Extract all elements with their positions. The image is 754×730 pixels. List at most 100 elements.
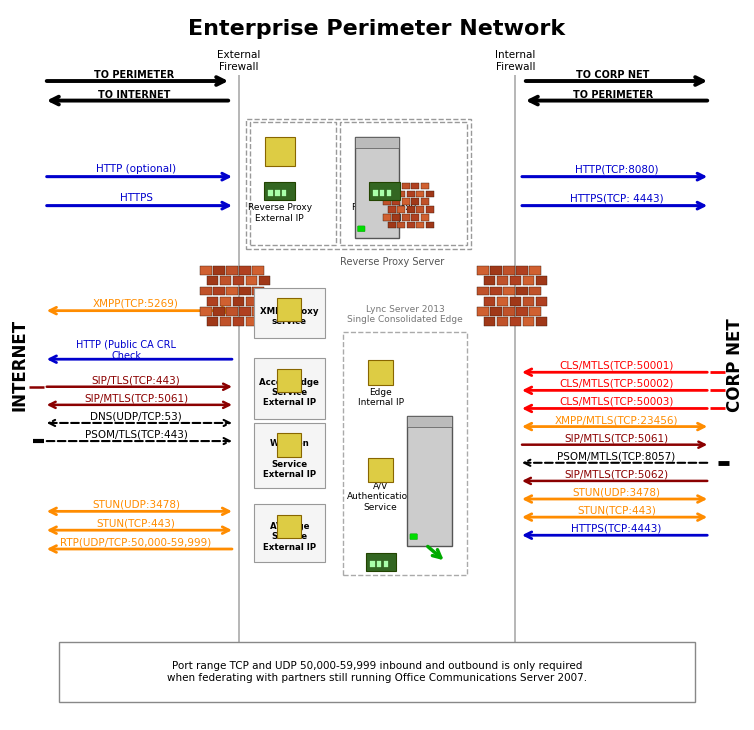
FancyBboxPatch shape (421, 182, 429, 189)
Text: AV Edge
Service
External IP: AV Edge Service External IP (263, 522, 316, 552)
FancyBboxPatch shape (523, 318, 534, 326)
FancyBboxPatch shape (207, 297, 219, 306)
FancyBboxPatch shape (226, 266, 238, 275)
FancyBboxPatch shape (516, 266, 528, 275)
FancyBboxPatch shape (253, 287, 264, 296)
FancyBboxPatch shape (393, 182, 400, 189)
Text: SIP/MTLS(TCP:5061): SIP/MTLS(TCP:5061) (84, 393, 188, 403)
FancyBboxPatch shape (484, 277, 495, 285)
Text: SIP/MTLS(TCP:5062): SIP/MTLS(TCP:5062) (565, 469, 669, 480)
FancyBboxPatch shape (497, 318, 508, 326)
FancyBboxPatch shape (402, 199, 410, 205)
FancyBboxPatch shape (259, 318, 270, 326)
FancyBboxPatch shape (503, 266, 515, 275)
FancyBboxPatch shape (412, 199, 419, 205)
Text: Reverse Proxy
External IP: Reverse Proxy External IP (247, 203, 311, 223)
FancyBboxPatch shape (490, 307, 501, 316)
FancyBboxPatch shape (402, 182, 410, 189)
FancyBboxPatch shape (220, 318, 231, 326)
FancyBboxPatch shape (426, 191, 434, 197)
FancyBboxPatch shape (259, 277, 270, 285)
FancyBboxPatch shape (213, 307, 225, 316)
Text: INTERNET: INTERNET (11, 319, 28, 411)
FancyBboxPatch shape (253, 307, 264, 316)
FancyBboxPatch shape (412, 214, 419, 220)
FancyBboxPatch shape (383, 199, 391, 205)
FancyBboxPatch shape (393, 199, 400, 205)
FancyBboxPatch shape (406, 191, 415, 197)
Text: PSOM/MTLS(TCP:8057): PSOM/MTLS(TCP:8057) (557, 451, 676, 461)
FancyBboxPatch shape (387, 191, 391, 196)
Text: TO INTERNET: TO INTERNET (97, 90, 170, 100)
FancyBboxPatch shape (477, 287, 489, 296)
Text: Port range TCP and UDP 50,000-59,999 inbound and outbound is only required
when : Port range TCP and UDP 50,000-59,999 inb… (167, 661, 587, 683)
FancyBboxPatch shape (426, 207, 434, 212)
FancyBboxPatch shape (246, 297, 257, 306)
Text: Reverse Proxy Server: Reverse Proxy Server (340, 257, 444, 267)
Text: HTTP(TCP:8080): HTTP(TCP:8080) (575, 164, 658, 174)
FancyBboxPatch shape (406, 207, 415, 212)
Text: WebCon
Edge
Service
External IP: WebCon Edge Service External IP (263, 439, 316, 480)
FancyBboxPatch shape (383, 214, 391, 220)
Text: STUN(TCP:443): STUN(TCP:443) (97, 518, 176, 529)
FancyBboxPatch shape (484, 297, 495, 306)
FancyBboxPatch shape (254, 288, 325, 338)
FancyBboxPatch shape (277, 434, 302, 457)
FancyBboxPatch shape (354, 137, 400, 147)
FancyBboxPatch shape (264, 182, 296, 200)
Text: HTTPS: HTTPS (119, 193, 152, 204)
FancyBboxPatch shape (380, 191, 385, 196)
FancyBboxPatch shape (397, 222, 405, 228)
FancyBboxPatch shape (220, 277, 231, 285)
Text: XMPP(TCP:5269): XMPP(TCP:5269) (93, 299, 179, 308)
FancyBboxPatch shape (490, 266, 501, 275)
Text: HTTP (optional): HTTP (optional) (96, 164, 176, 174)
FancyBboxPatch shape (383, 182, 391, 189)
FancyBboxPatch shape (239, 266, 251, 275)
Text: XMPP/MTLS(TCP:23456): XMPP/MTLS(TCP:23456) (555, 415, 679, 425)
FancyBboxPatch shape (393, 214, 400, 220)
Text: RTP(UDP/TCP:50,000-59,999): RTP(UDP/TCP:50,000-59,999) (60, 537, 212, 548)
FancyBboxPatch shape (370, 561, 375, 567)
FancyBboxPatch shape (254, 423, 325, 488)
Text: STUN(UDP:3478): STUN(UDP:3478) (92, 500, 180, 510)
FancyBboxPatch shape (233, 297, 244, 306)
FancyBboxPatch shape (503, 287, 515, 296)
Text: TO PERIMETER: TO PERIMETER (572, 90, 653, 100)
FancyBboxPatch shape (265, 137, 295, 166)
FancyBboxPatch shape (484, 318, 495, 326)
Text: HTTPS(TCP:4443): HTTPS(TCP:4443) (572, 523, 662, 534)
FancyBboxPatch shape (368, 458, 394, 483)
Text: HTTPS(TCP: 4443): HTTPS(TCP: 4443) (570, 193, 664, 204)
FancyBboxPatch shape (426, 222, 434, 228)
FancyBboxPatch shape (226, 307, 238, 316)
FancyBboxPatch shape (239, 287, 251, 296)
FancyBboxPatch shape (477, 307, 489, 316)
FancyBboxPatch shape (421, 214, 429, 220)
Text: STUN(UDP:3478): STUN(UDP:3478) (572, 488, 661, 498)
FancyBboxPatch shape (529, 307, 541, 316)
FancyBboxPatch shape (357, 226, 365, 231)
FancyBboxPatch shape (277, 369, 302, 392)
Text: Edge
Internal IP: Edge Internal IP (357, 388, 403, 407)
FancyBboxPatch shape (354, 137, 400, 238)
FancyBboxPatch shape (397, 207, 405, 212)
FancyBboxPatch shape (529, 266, 541, 275)
Text: CORP NET: CORP NET (726, 318, 743, 412)
FancyBboxPatch shape (275, 191, 280, 196)
FancyBboxPatch shape (410, 534, 418, 539)
FancyBboxPatch shape (366, 553, 396, 571)
Text: SIP/MTLS(TCP:5061): SIP/MTLS(TCP:5061) (565, 433, 669, 443)
Text: XMPP Proxy
service: XMPP Proxy service (260, 307, 319, 326)
Text: HTTP (Public CA CRL
Check: HTTP (Public CA CRL Check (76, 339, 176, 361)
FancyBboxPatch shape (207, 318, 219, 326)
FancyBboxPatch shape (373, 191, 378, 196)
FancyBboxPatch shape (535, 318, 547, 326)
FancyBboxPatch shape (384, 561, 388, 567)
FancyBboxPatch shape (233, 318, 244, 326)
FancyBboxPatch shape (368, 360, 394, 385)
FancyBboxPatch shape (201, 287, 212, 296)
FancyBboxPatch shape (497, 297, 508, 306)
FancyBboxPatch shape (277, 298, 302, 321)
FancyBboxPatch shape (282, 191, 287, 196)
